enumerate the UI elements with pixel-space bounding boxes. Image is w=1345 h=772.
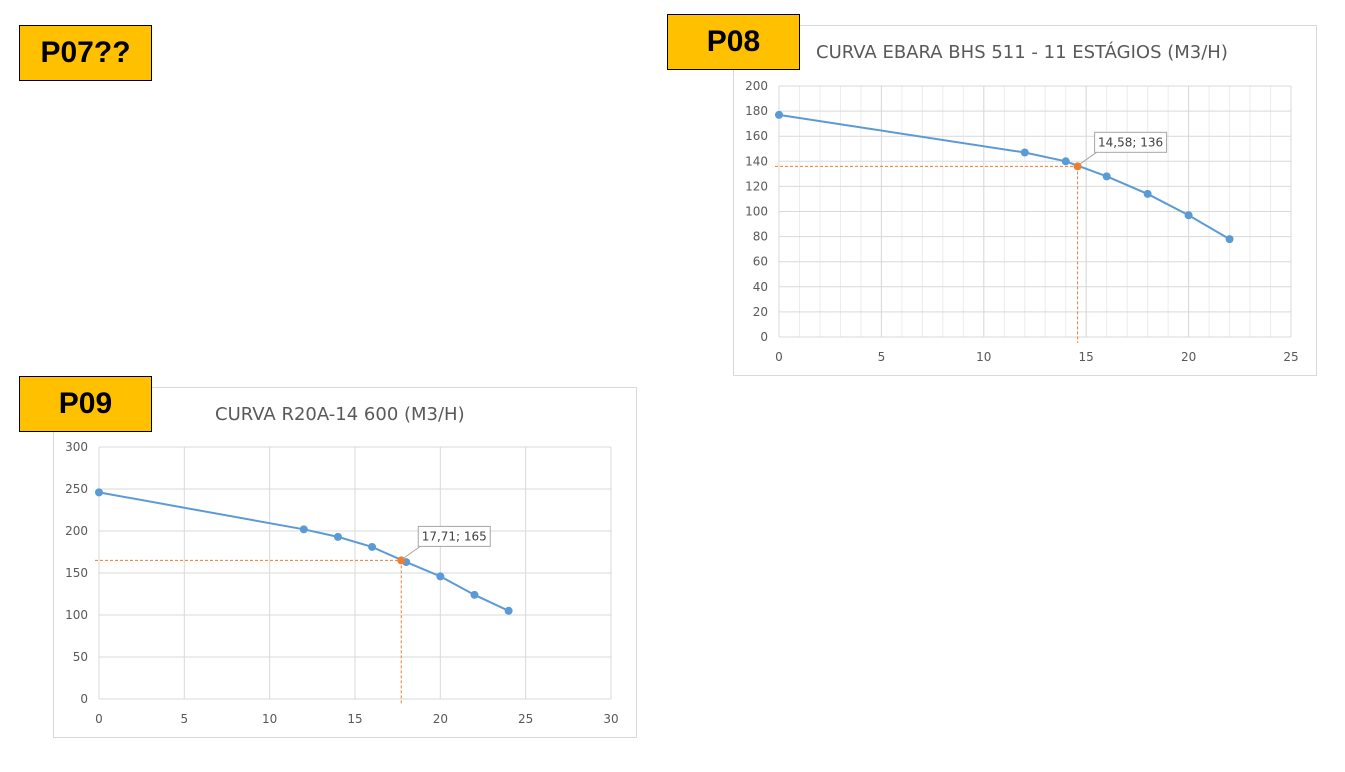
data-point [436,572,445,581]
highlight-data-label: 14,58; 136 [1098,135,1163,149]
callout-leader [1079,151,1097,165]
data-point [775,110,783,119]
y-tick-label: 0 [760,330,768,344]
y-tick-label: 100 [745,205,768,219]
x-tick-label: 10 [262,712,277,726]
y-tick-label: 180 [745,104,768,118]
x-tick-label: 5 [181,712,189,726]
data-point [299,525,308,534]
callout-leader [402,545,421,559]
y-tick-label: 50 [73,650,88,664]
callout-box [417,525,491,547]
chart-p09-frame [53,387,637,738]
y-tick-label: 250 [65,482,88,496]
x-tick-label: 30 [603,712,618,726]
p07-label: P07?? [19,25,152,81]
x-tick-label: 15 [347,712,362,726]
x-tick-label: 0 [95,712,103,726]
data-point [470,590,479,599]
y-tick-label: 20 [753,305,768,319]
data-point [1020,148,1029,157]
x-tick-label: 10 [976,350,991,364]
y-tick-label: 0 [80,692,88,706]
y-tick-label: 200 [65,524,88,538]
chart-p09-title: CURVA R20A-14 600 (M3/H) [215,404,465,425]
highlight-data-label: 17,71; 165 [422,529,487,543]
y-tick-label: 200 [745,79,768,93]
x-tick-label: 20 [433,712,448,726]
series-line [98,491,510,612]
data-point [1102,172,1111,181]
p09-label: P09 [19,376,152,432]
y-tick-label: 160 [745,129,768,143]
data-point [333,532,342,541]
y-tick-label: 100 [65,608,88,622]
x-tick-label: 15 [1079,350,1094,364]
x-tick-label: 5 [878,350,886,364]
y-tick-label: 60 [753,255,768,269]
x-tick-label: 25 [518,712,533,726]
x-tick-label: 20 [1181,350,1196,364]
y-tick-label: 300 [65,440,88,454]
y-tick-label: 150 [65,566,88,580]
data-point [1061,157,1070,166]
p08-label: P08 [667,14,800,70]
data-point [95,488,103,497]
data-point [504,606,513,615]
y-tick-label: 80 [753,230,768,244]
data-point [1225,235,1234,244]
data-point [368,542,377,551]
x-tick-label: 25 [1283,350,1298,364]
y-tick-label: 40 [753,280,768,294]
data-point [1143,189,1152,198]
y-tick-label: 140 [745,154,768,168]
x-tick-label: 0 [775,350,783,364]
y-tick-label: 120 [745,179,768,193]
data-point [1184,211,1193,220]
callout-box [1094,131,1168,153]
chart-p08-title: CURVA EBARA BHS 511 - 11 ESTÁGIOS (M3/H) [816,42,1228,63]
